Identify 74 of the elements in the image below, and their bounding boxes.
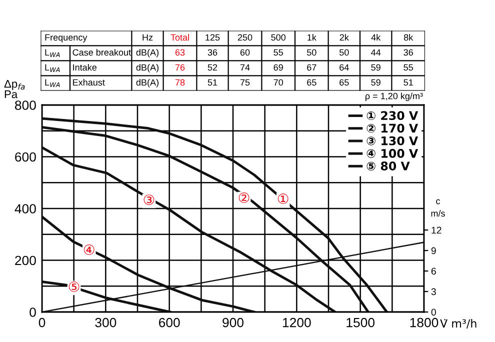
category-label: 250 <box>238 34 252 41</box>
text: 51 <box>404 79 413 86</box>
category-label: 8k <box>404 34 414 41</box>
category-label: L$_{WA}$ <box>45 64 60 72</box>
legend-label: ④ 100 V <box>366 148 418 158</box>
category-label: Exhaust <box>73 78 105 86</box>
y-tick-label: 400 <box>14 204 36 214</box>
y2-tick-label: 12 <box>432 226 442 234</box>
legend-label: ③ 130 V <box>366 136 418 146</box>
category-label: L$_{WA}$ <box>45 79 60 87</box>
legend-label: ② 170 V <box>366 124 418 133</box>
category-label: Case breakout <box>72 48 131 56</box>
text: 74 <box>240 64 250 71</box>
y2-tick-label: 3 <box>431 288 436 296</box>
text: 36 <box>208 49 218 56</box>
text: 59 <box>371 79 380 86</box>
text: 63 <box>175 49 185 56</box>
x-tick-label: 900 <box>222 318 244 328</box>
text: 60 <box>240 49 250 56</box>
legend-label: ⑤ 80 V <box>366 162 410 170</box>
y-tick-label: 200 <box>15 256 36 266</box>
text: Frequency <box>45 34 88 42</box>
y2-axis-title: c m/s <box>431 199 445 217</box>
x-tick-label: 600 <box>158 318 180 328</box>
text: 55 <box>404 64 413 71</box>
text: 52 <box>208 64 218 71</box>
category-label: 2k <box>340 34 349 41</box>
text: 67 <box>307 64 316 71</box>
text: dB(A) <box>136 64 158 72</box>
text: ρ = 1,20 kg/m³ <box>366 92 423 101</box>
category-label: 4k <box>371 34 381 41</box>
text: 55 <box>274 49 283 56</box>
text: 78 <box>175 79 185 86</box>
annotation: ② <box>238 192 250 203</box>
text: 65 <box>307 79 316 86</box>
text: 50 <box>339 49 349 56</box>
text: dB(A) <box>136 78 158 88</box>
text: 64 <box>340 64 349 71</box>
category-label: Hz <box>142 34 153 41</box>
x-tick-label: 1500 <box>346 318 374 328</box>
x-axis-title: V̇ m³/h <box>440 319 476 328</box>
x-tick-label: 300 <box>95 318 116 328</box>
text: 51 <box>208 79 218 86</box>
y-axis-title: Δp$_{fa}$ Pa <box>4 80 25 98</box>
annotation: ⑤ <box>68 282 80 292</box>
text: 44 <box>371 49 381 56</box>
annotation: ③ <box>144 194 154 205</box>
text: 59 <box>371 64 380 71</box>
y2-tick-label: 9 <box>431 247 436 254</box>
category-label: 125 <box>206 34 220 41</box>
category-label: Total <box>170 34 189 41</box>
text: 76 <box>175 64 185 71</box>
text: 36 <box>404 49 413 56</box>
text: 65 <box>340 79 349 86</box>
y-tick-label: 800 <box>15 100 36 110</box>
text: 75 <box>240 79 250 86</box>
text: dB(A) <box>136 48 158 58</box>
category-label: L$_{WA}$ <box>45 49 60 57</box>
x-tick-label: 1200 <box>283 318 311 328</box>
y2-tick-label: 0 <box>431 308 436 316</box>
text: 50 <box>306 49 316 56</box>
text: 69 <box>274 64 283 71</box>
category-label: 500 <box>271 34 286 41</box>
y2-tick-label: 6 <box>431 268 436 275</box>
x-tick-label: 1800 <box>410 318 438 328</box>
y-tick-label: 0 <box>30 308 36 317</box>
legend-label: ① 230 V <box>366 111 418 120</box>
annotation: ① <box>278 194 288 204</box>
text: 70 <box>274 79 284 86</box>
x-tick-label: 0 <box>38 318 46 328</box>
y-tick-label: 600 <box>15 152 36 162</box>
category-label: Intake <box>73 64 96 71</box>
category-label: 1k <box>308 34 316 41</box>
annotation: ④ <box>84 244 94 255</box>
